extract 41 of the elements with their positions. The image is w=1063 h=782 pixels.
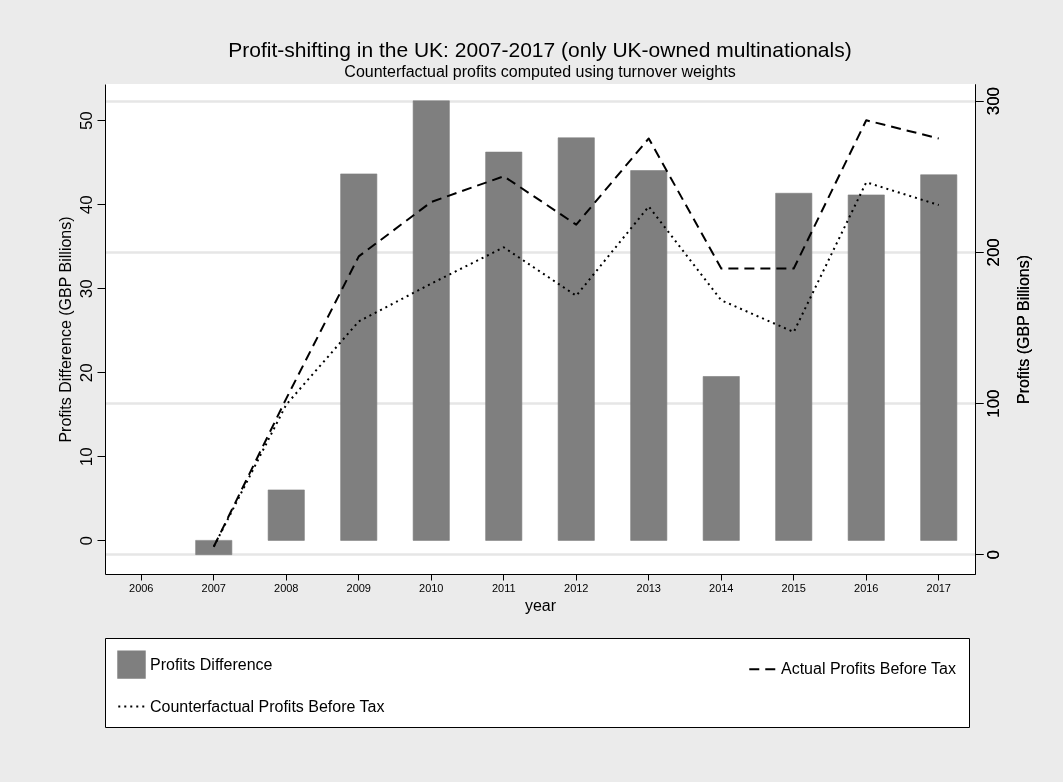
x-tick-label: 2009: [346, 581, 371, 594]
x-tick-label: 2015: [781, 581, 806, 594]
x-tick-label: 2008: [274, 581, 299, 594]
x-axis-title: year: [524, 596, 557, 614]
bar: [557, 137, 595, 541]
y-axis-title: Profits Difference (GBP Billions): [56, 216, 74, 443]
y2-tick-label: 0: [983, 550, 1003, 560]
x-tick-label: 2007: [201, 581, 226, 594]
y-tick-label: 50: [76, 111, 96, 131]
legend-label: Actual Profits Before Tax: [781, 660, 956, 678]
x-tick-label: 2010: [419, 581, 444, 594]
x-tick-label: 2006: [129, 581, 154, 594]
bar: [702, 375, 740, 541]
chart-title: Profit-shifting in the UK: 2007-2017 (only UK-owned multinationals): [228, 38, 852, 61]
y-tick-label: 40: [76, 195, 96, 215]
x-tick-label: 2014: [709, 581, 734, 594]
bar: [340, 173, 378, 541]
bar: [195, 539, 233, 556]
chart-subtitle: Counterfactual profits computed using turnover weights: [344, 63, 736, 80]
y2-tick-label: 300: [983, 86, 1003, 116]
x-tick-label: 2011: [491, 581, 516, 594]
bar: [847, 194, 885, 541]
y-tick-label: 30: [76, 279, 96, 299]
bar: [485, 151, 523, 541]
y2-tick-label: 100: [983, 389, 1003, 418]
x-tick-label: 2013: [636, 581, 661, 594]
x-tick-label: 2016: [854, 581, 879, 594]
bar: [630, 170, 668, 541]
bar: [412, 100, 450, 541]
legend-label: Profits Difference: [150, 655, 273, 673]
y-tick-label: 0: [76, 536, 96, 546]
x-tick-label: 2012: [564, 581, 589, 594]
legend-label: Counterfactual Profits Before Tax: [150, 697, 385, 715]
bar: [267, 489, 305, 541]
y-tick-label: 20: [76, 363, 96, 383]
y-tick-label: 10: [76, 447, 96, 467]
x-tick-label: 2017: [926, 581, 951, 594]
y2-tick-label: 200: [983, 238, 1003, 267]
bar: [775, 192, 813, 541]
bar: [920, 174, 958, 541]
y2-axis-title: Profits (GBP Billions): [1014, 254, 1032, 405]
